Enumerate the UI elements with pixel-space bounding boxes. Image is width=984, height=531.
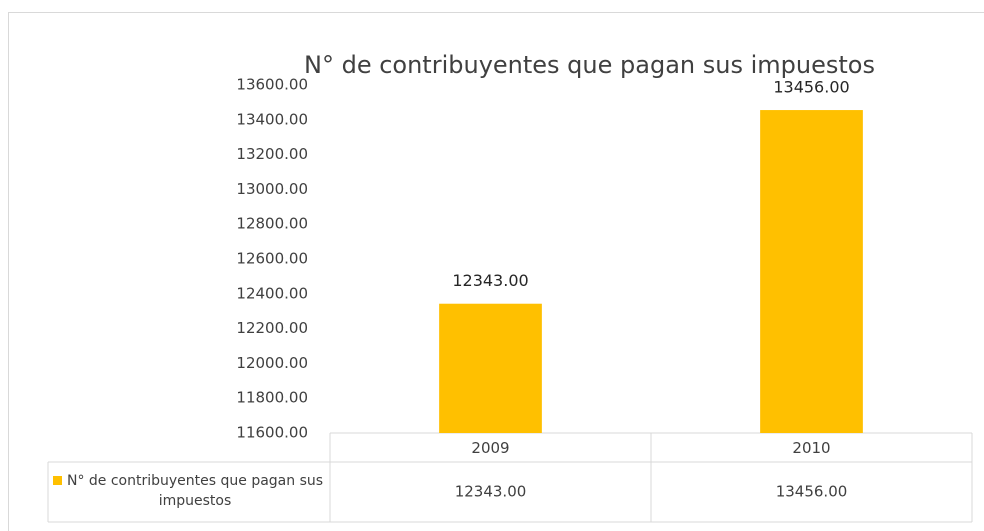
y-tick-label: 13400.00 (236, 110, 308, 128)
y-tick-label: 13200.00 (236, 145, 308, 163)
x-tick-label: 2010 (792, 439, 830, 457)
y-tick-label: 11600.00 (236, 424, 308, 442)
y-tick-label: 12600.00 (236, 250, 308, 268)
legend-key (53, 476, 62, 485)
legend-label: N° de contribuyentes que pagan sus impue… (66, 473, 324, 509)
x-tick-label: 2009 (471, 439, 509, 457)
y-tick-label: 12200.00 (236, 319, 308, 337)
y-tick-label: 13600.00 (236, 76, 308, 94)
value-label: 12343.00 (452, 271, 528, 290)
y-tick-label: 12800.00 (236, 215, 308, 233)
y-tick-label: 11800.00 (236, 389, 308, 407)
y-tick-label: 12400.00 (236, 284, 308, 302)
y-tick-label: 13000.00 (236, 180, 308, 198)
table-value: 12343.00 (455, 483, 527, 501)
chart-title: N° de contribuyentes que pagan sus impue… (304, 51, 875, 79)
bar (760, 110, 863, 433)
bar (439, 303, 542, 433)
value-label: 13456.00 (773, 78, 849, 97)
table-value: 13456.00 (776, 483, 848, 501)
legend-entry: N° de contribuyentes que pagan sus impue… (66, 473, 324, 509)
y-tick-label: 12000.00 (236, 354, 308, 372)
